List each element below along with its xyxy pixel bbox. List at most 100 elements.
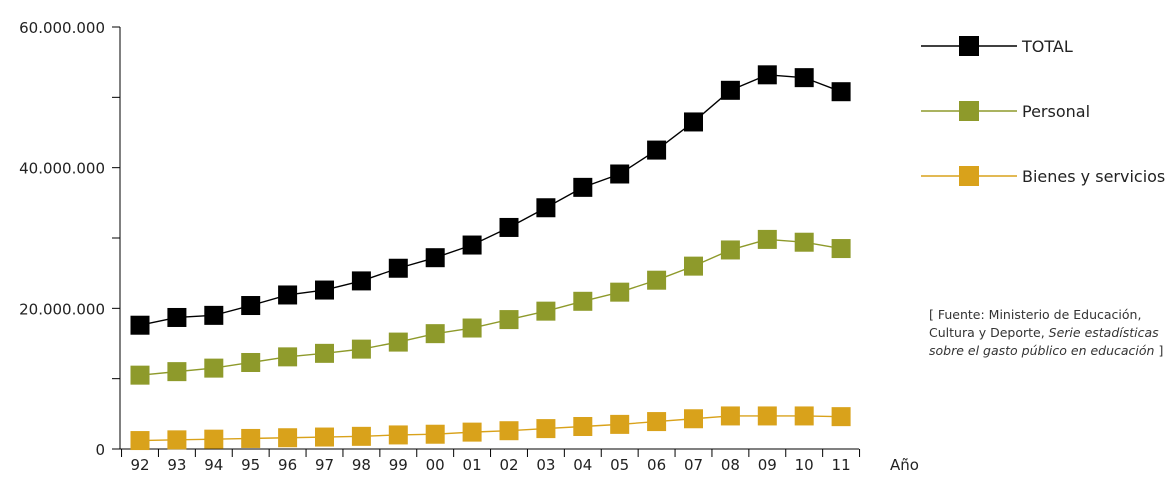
data-point (388, 258, 408, 278)
data-point (573, 177, 593, 197)
x-tick-label: 99 (389, 456, 408, 474)
data-point (425, 324, 445, 344)
data-point (794, 232, 814, 252)
data-point (204, 358, 224, 378)
x-tick-label: 02 (499, 456, 518, 474)
data-point (499, 421, 519, 441)
data-point (462, 422, 482, 442)
data-point (167, 307, 187, 327)
legend-marker (959, 166, 979, 186)
data-point (647, 270, 667, 290)
data-point (499, 310, 519, 330)
data-point (315, 427, 334, 447)
data-point (720, 240, 740, 260)
data-point (684, 256, 703, 276)
legend-item: Bienes y servicios (921, 166, 1165, 186)
x-tick-label: 98 (352, 456, 371, 474)
data-point (351, 271, 371, 291)
x-tick-label: 96 (278, 456, 297, 474)
source-note: [ Fuente: Ministerio de Educación, Cultu… (929, 306, 1164, 360)
x-tick-label: 06 (647, 456, 666, 474)
data-point (757, 229, 777, 249)
data-point (647, 140, 667, 160)
data-point (278, 347, 298, 367)
legend-label: TOTAL (1021, 37, 1073, 56)
legend: TOTAL Personal Bienes y servicios (921, 36, 1165, 186)
data-point (241, 296, 261, 316)
data-point (130, 431, 150, 451)
x-tick-label: 97 (315, 456, 334, 474)
data-point (647, 412, 667, 432)
data-point (757, 406, 777, 426)
data-point (425, 248, 445, 268)
series-bienes-y-servicios (130, 406, 851, 451)
data-point (130, 315, 150, 335)
x-tick-label: 09 (758, 456, 777, 474)
x-tick-label: 04 (573, 456, 592, 474)
x-tick-label: 05 (610, 456, 629, 474)
source-note-prefix: [ Fuente: Ministerio de Educación, Cultu… (929, 307, 1142, 340)
x-tick-label: 10 (795, 456, 814, 474)
data-point (167, 362, 187, 382)
legend-label: Personal (1022, 102, 1090, 121)
data-point (278, 428, 298, 448)
series-layer (130, 65, 851, 451)
data-point (684, 409, 703, 429)
data-point (610, 282, 630, 302)
series-line (139, 74, 842, 326)
data-point (351, 339, 371, 359)
axes: 0 20.000.000 40.000.000 60.000.000 92 93 94 95 9… (19, 19, 919, 474)
y-tick-label: 0 (95, 441, 105, 459)
data-point (388, 425, 408, 445)
series-total (130, 65, 851, 335)
y-tick-label: 20.000.000 (19, 300, 105, 318)
data-point (536, 301, 556, 321)
legend-marker (959, 36, 979, 56)
data-point (610, 414, 630, 434)
data-point (499, 217, 519, 237)
data-point (278, 285, 298, 305)
x-tick-label: 01 (463, 456, 482, 474)
data-point (831, 407, 851, 427)
x-tick-label: 07 (684, 456, 703, 474)
data-point (573, 416, 593, 436)
data-point (204, 305, 224, 325)
data-point (831, 82, 851, 102)
data-point (388, 332, 408, 352)
x-tick-label: 11 (832, 456, 851, 474)
series-personal (130, 229, 851, 385)
legend-item: Personal (921, 101, 1090, 121)
source-note-suffix: ] (1154, 343, 1164, 358)
data-point (241, 428, 261, 448)
data-point (315, 343, 334, 363)
data-point (536, 198, 556, 218)
data-point (351, 426, 371, 446)
data-point (794, 406, 814, 426)
x-tick-label: 08 (721, 456, 740, 474)
data-point (720, 406, 740, 426)
x-tick-label: 94 (204, 456, 223, 474)
x-tick-label: 93 (167, 456, 186, 474)
data-point (794, 68, 814, 88)
data-point (610, 164, 630, 184)
y-tick-label: 40.000.000 (19, 160, 105, 178)
data-point (241, 352, 261, 372)
data-point (720, 80, 740, 100)
data-point (462, 318, 482, 338)
x-tick-label: 00 (426, 456, 445, 474)
data-point (425, 424, 445, 444)
data-point (536, 419, 556, 439)
data-point (573, 291, 593, 311)
y-tick-label: 60.000.000 (19, 19, 105, 37)
data-point (130, 365, 150, 385)
x-tick-label: 92 (130, 456, 149, 474)
legend-marker (959, 101, 979, 121)
x-tick-label: 95 (241, 456, 260, 474)
data-point (462, 235, 482, 255)
data-point (757, 65, 777, 85)
data-point (204, 429, 224, 449)
data-point (167, 430, 187, 450)
data-point (315, 280, 334, 300)
source-note-italic: Serie estadísticas sobre el gasto públic… (929, 325, 1159, 358)
